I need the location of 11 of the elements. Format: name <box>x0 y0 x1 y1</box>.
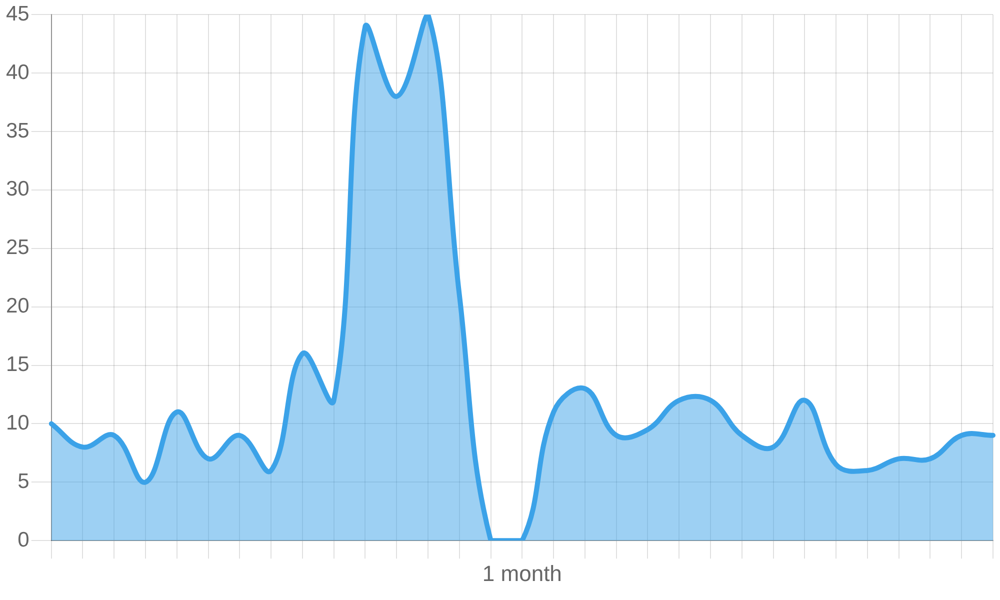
y-tick-label: 40 <box>6 60 30 84</box>
x-axis-title: 1 month <box>482 560 562 586</box>
y-tick-label: 25 <box>6 236 30 260</box>
y-tick-label: 10 <box>6 412 30 435</box>
y-tick-label: 0 <box>18 528 30 552</box>
y-tick-label: 35 <box>6 119 30 142</box>
y-tick-label: 5 <box>18 470 30 493</box>
y-tick-label: 20 <box>6 294 30 318</box>
y-tick-label: 45 <box>6 2 30 26</box>
y-tick-label: 15 <box>6 353 30 376</box>
y-tick-label: 30 <box>6 178 30 201</box>
